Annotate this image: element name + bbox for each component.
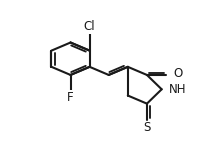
Text: O: O xyxy=(174,67,183,80)
Text: S: S xyxy=(143,122,151,134)
Text: NH: NH xyxy=(169,83,186,96)
Text: F: F xyxy=(67,91,74,104)
Text: Cl: Cl xyxy=(84,20,95,33)
